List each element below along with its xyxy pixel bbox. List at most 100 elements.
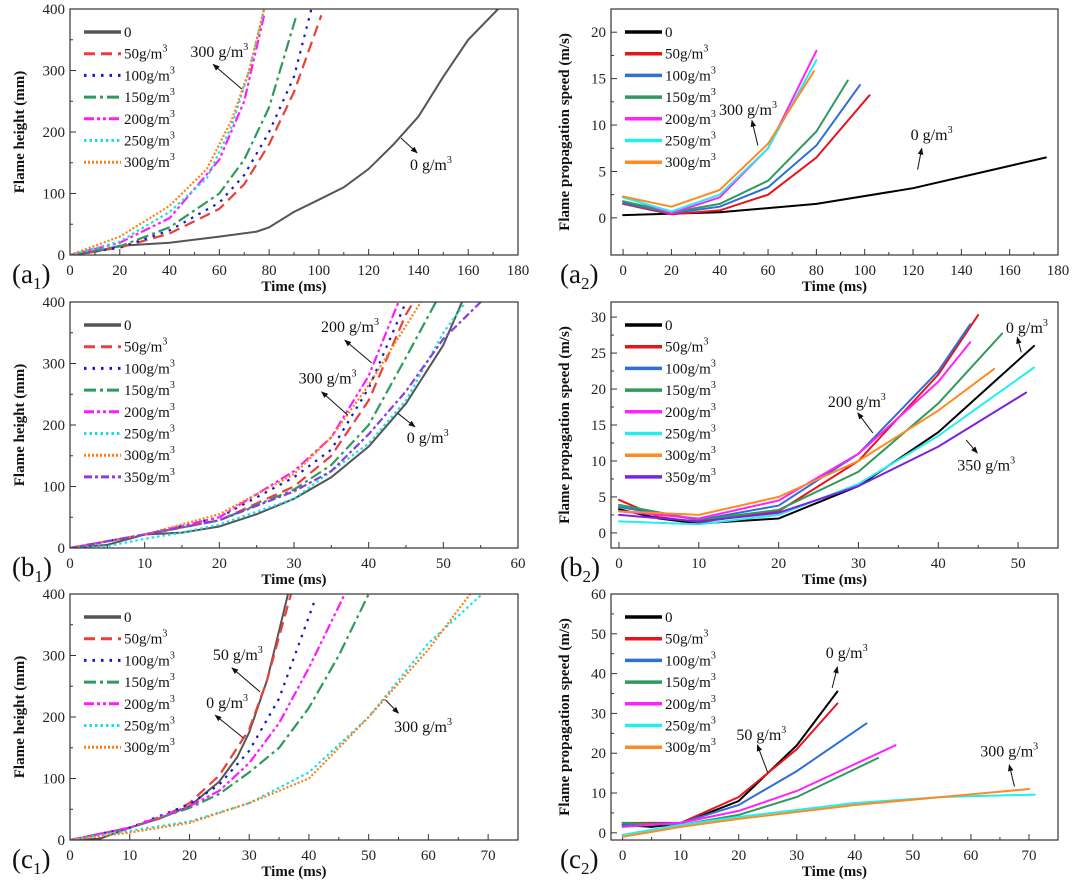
x-tick-label: 40: [361, 556, 376, 572]
legend-label: 250g/m3: [124, 424, 175, 443]
series-line-50gm: [618, 313, 980, 524]
x-axis-title: Time (ms): [261, 279, 326, 295]
x-axis-title: Time (ms): [802, 572, 867, 588]
annotation-arrow: [214, 714, 244, 739]
y-tick-label: 0: [599, 526, 607, 542]
panel-label: (c2): [560, 844, 598, 878]
legend-label: 200g/m3: [665, 694, 716, 713]
x-tick-label: 120: [357, 263, 380, 279]
x-tick-label: 10: [691, 556, 706, 572]
series-line-150gm: [70, 14, 298, 255]
annotation-label: 300 g/m3: [299, 368, 357, 387]
x-tick-label: 120: [902, 263, 925, 279]
annotation-label: 0 g/m3: [407, 428, 449, 447]
x-tick-label: 80: [809, 263, 824, 279]
x-tick-label: 0: [66, 556, 74, 572]
annotation-label: 50 g/m3: [213, 645, 263, 664]
y-tick-label: 300: [43, 64, 66, 80]
y-tick-label: 400: [43, 295, 66, 311]
panel-label: (c1): [12, 844, 50, 878]
annotation-label: 300 g/m3: [190, 42, 248, 61]
legend-label: 100g/m3: [124, 358, 175, 377]
series-line-250gm: [621, 793, 1036, 836]
series-line-250gm: [70, 9, 266, 255]
annotation-arrow: [385, 699, 400, 714]
annotation-label: 0 g/m3: [911, 125, 953, 144]
annotation-arrow: [212, 63, 243, 90]
series-line-300gm: [70, 594, 472, 840]
series-line-300gm: [70, 302, 422, 548]
legend-label: 0: [665, 25, 673, 41]
plot-frame: [610, 301, 1059, 549]
x-tick-label: 140: [407, 263, 430, 279]
x-tick-label: 30: [789, 848, 804, 864]
annotation-arrow: [1016, 336, 1022, 353]
annotation-arrow: [231, 667, 261, 693]
plot-frame: [610, 593, 1059, 841]
x-axis-title: Time (ms): [802, 864, 867, 880]
annotation-arrow: [965, 439, 978, 454]
plot-frame: [610, 8, 1059, 256]
y-tick-label: 0: [58, 541, 66, 557]
y-tick-label: 20: [591, 25, 606, 41]
y-tick-label: 10: [591, 118, 606, 134]
legend-label: 0: [665, 318, 673, 334]
y-tick-label: 20: [591, 382, 606, 398]
x-tick-label: 0: [66, 263, 74, 279]
x-tick-label: 10: [122, 848, 137, 864]
annotation-label: 0 g/m3: [206, 693, 248, 712]
series-line-300gm: [618, 367, 996, 516]
y-tick-label: 0: [599, 211, 607, 227]
y-tick-label: 5: [599, 490, 607, 506]
y-tick-label: 0: [599, 826, 607, 842]
annotation-arrow: [1007, 764, 1015, 787]
panel-label: (b2): [560, 552, 600, 586]
panel-b2: 0 10 20 30 40 50 0 5 10 15 20 25 30 0 50g/m3 100g/m3 150…: [557, 301, 1059, 588]
panel-c1: 0 10 20 30 40 50 60 70 0 100 200 300 400 0 50g/m3 100g/…: [12, 587, 519, 880]
x-tick-label: 60: [761, 263, 776, 279]
legend-label: 300g/m3: [124, 737, 175, 756]
x-tick-label: 20: [112, 263, 127, 279]
legend-label: 200g/m3: [124, 694, 175, 713]
annotation-arrow: [857, 412, 874, 434]
x-tick-label: 100: [853, 263, 876, 279]
x-tick-label: 10: [673, 848, 688, 864]
x-tick-label: 180: [507, 263, 530, 279]
legend-label: 100g/m3: [665, 650, 716, 669]
x-tick-label: 160: [998, 263, 1021, 279]
panel-label: (b1): [12, 552, 52, 586]
y-tick-label: 5: [599, 164, 607, 180]
annotation-label: 0 g/m3: [1006, 318, 1048, 337]
panel-label: (a1): [12, 259, 50, 293]
x-tick-label: 30: [242, 848, 257, 864]
legend-label: 100g/m3: [124, 65, 175, 84]
x-tick-label: 40: [301, 848, 316, 864]
y-tick-label: 100: [43, 772, 66, 788]
y-tick-label: 30: [591, 706, 606, 722]
x-tick-label: 180: [1047, 263, 1070, 279]
panel-b1: 0 10 20 30 40 50 60 0 100 200 300 400 0 50g/m3 100g/m3…: [12, 295, 526, 588]
annotation-arrow: [344, 339, 372, 364]
plot-frame: [69, 593, 519, 841]
x-tick-label: 0: [615, 556, 623, 572]
legend-label: 300g/m3: [665, 152, 716, 171]
x-tick-label: 60: [963, 848, 978, 864]
series-line-200gm: [70, 302, 400, 548]
series-line-250gm: [70, 594, 483, 840]
y-tick-label: 25: [591, 346, 606, 362]
x-tick-label: 0: [66, 848, 74, 864]
y-tick-label: 10: [591, 454, 606, 470]
y-tick-label: 0: [58, 833, 66, 849]
legend-label: 250g/m3: [665, 424, 716, 443]
x-axis-title: Time (ms): [261, 864, 326, 880]
y-tick-label: 300: [43, 649, 66, 665]
annotation-arrow: [400, 137, 418, 154]
y-tick-label: 50: [591, 627, 606, 643]
y-axis-title: Flame propagation speed (m/s): [557, 618, 573, 816]
annotation-arrow: [750, 119, 759, 146]
annotation-arrow: [321, 391, 349, 416]
y-tick-label: 300: [43, 357, 66, 373]
x-tick-label: 50: [436, 556, 451, 572]
x-tick-label: 160: [457, 263, 480, 279]
